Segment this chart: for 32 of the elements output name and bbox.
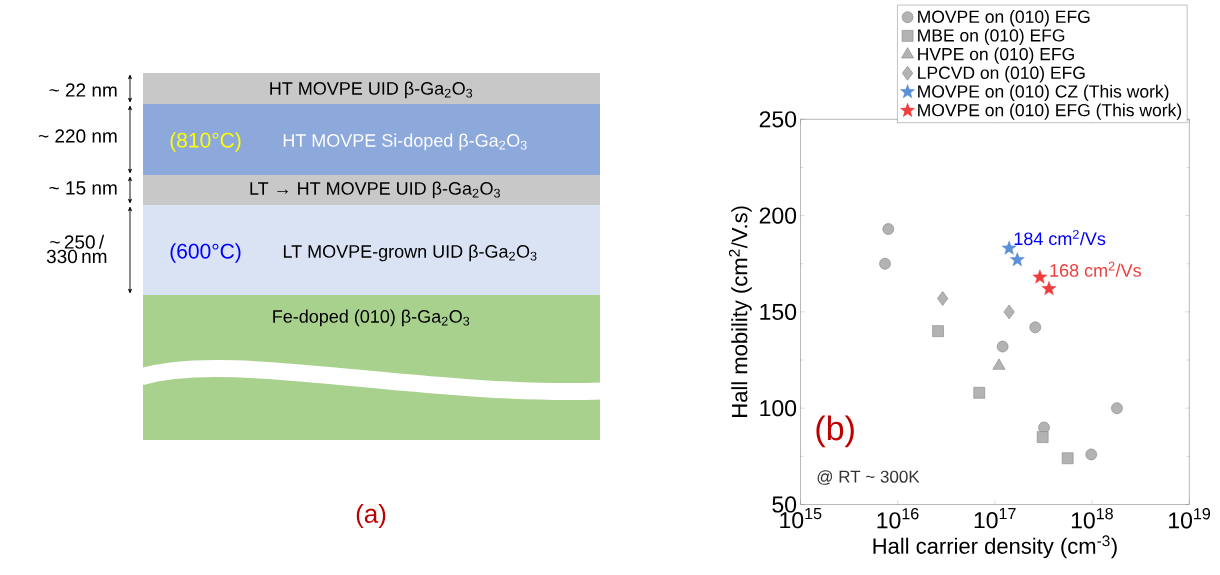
text: LT MOVPE-grown UID β-Ga$_{2}$O$_{3}$ [283,244,537,262]
y-tick-label: 200 [759,207,797,224]
legend-label: MOVPE on (010) EFG [918,10,1090,27]
x-axis-title: Hall carrier density (cm$^{-3}$) [873,535,1117,559]
legend-label: HVPE on (010) EFG [918,47,1074,64]
text: HT MOVPE Si-doped β-Ga$_{2}$O$_{3}$ [283,133,527,151]
x-tick-label: 10$^{18}$ [1071,508,1113,529]
text: (810°C) [170,132,241,152]
legend-label: MOVPE on (010) EFG (This work) [918,103,1182,120]
text: ~ 220 nm [38,129,117,143]
text: ~ 250 / 330 nm [46,234,107,264]
x-tick-label: 10$^{19}$ [1169,508,1211,529]
y-axis-title: Hall mobility (cm$^{2}$/V.s) [728,206,752,417]
y-tick-label: 250 [759,111,797,128]
legend-label: MBE on (010) EFG [918,28,1065,46]
annotation: @ RT ~ 300K [817,470,920,485]
legend-label: MOVPE on (010) CZ (This work) [918,84,1169,102]
text: Fe-doped (010) β-Ga$_{2}$O$_{3}$ [273,309,470,327]
text: ~ 22 nm [49,83,117,97]
y-tick-label: 100 [760,400,797,417]
y-tick-label: 150 [760,303,797,321]
text: (600°C) [170,243,241,263]
text: (a) [356,503,386,529]
text: (b) [816,415,854,448]
text: ~ 15 nm [49,181,117,195]
x-tick-label: 10$^{16}$ [877,508,919,529]
legend-label: LPCVD on (010) EFG [918,66,1085,83]
annotation: 168 cm$^{2}$/Vs [1050,261,1141,277]
x-tick-label: 10$^{17}$ [974,508,1016,529]
text: HT MOVPE UID β-Ga$_{2}$O$_{3}$ [270,81,473,99]
annotation: 184 cm$^{2}$/Vs [1014,229,1106,246]
text: LT → HT MOVPE UID β-Ga$_{2}$O$_{3}$ [250,181,500,199]
